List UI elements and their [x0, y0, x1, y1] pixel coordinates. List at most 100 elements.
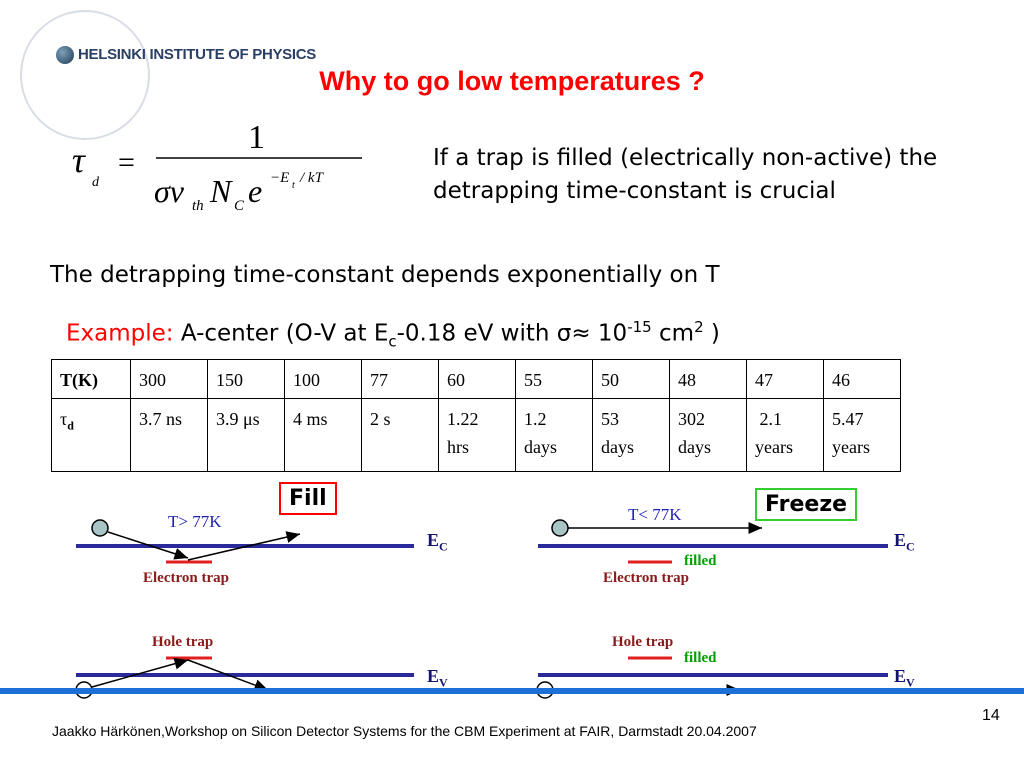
time-unit: days	[524, 437, 557, 457]
temp-cell: 48	[669, 359, 747, 399]
time-value: 2 s	[370, 409, 391, 429]
header-cell: T(K)	[51, 359, 131, 399]
left-hole-trap-label: Hole trap	[152, 634, 214, 650]
temp-cell: 150	[207, 359, 285, 399]
tau-symbol: τ	[60, 409, 68, 429]
time-value: 1.2	[524, 409, 547, 429]
time-cell: 3.9 μs	[207, 398, 285, 472]
temp-cell: 46	[823, 359, 901, 399]
logo-text: HELSINKI INSTITUTE OF PHYSICS	[78, 46, 316, 63]
tau-sub: d	[67, 418, 74, 433]
logo-icon	[56, 46, 74, 64]
svg-text:−E: −E	[270, 170, 289, 186]
example-exp: -15	[627, 318, 652, 336]
time-value: 5.47	[832, 409, 864, 429]
svg-text:t: t	[292, 180, 295, 191]
left-hole-emit-arrow	[187, 659, 269, 691]
dependency-statement: The detrapping time-constant depends exp…	[50, 262, 720, 288]
time-cell: 1.22 hrs	[438, 398, 516, 472]
temp-cell: 300	[130, 359, 208, 399]
svg-text:/ kT: / kT	[299, 170, 325, 186]
time-value: 3.9 μs	[216, 409, 260, 429]
right-electron-trap-label: Electron trap	[603, 570, 689, 586]
time-unit: days	[678, 437, 711, 457]
temp-cell: 60	[438, 359, 516, 399]
left-ec-label: EC	[427, 530, 448, 555]
temp-cell: 77	[361, 359, 439, 399]
svg-text:e: e	[248, 173, 262, 209]
time-value: 3.7 ns	[139, 409, 183, 429]
band-diagrams	[75, 519, 888, 699]
ev-symbol: E	[894, 666, 907, 686]
svg-text:C: C	[234, 198, 245, 214]
right-electron	[551, 519, 569, 537]
left-temp-label: T> 77K	[168, 512, 222, 531]
row-label-cell: τd	[51, 398, 131, 472]
time-row: τd 3.7 ns 3.9 μs 4 ms 2 s 1.22 hrs 1.2 day…	[51, 398, 901, 472]
time-cell: 302 days	[669, 398, 747, 472]
ev-sub: V	[906, 675, 915, 690]
example-line: Example: A-center (O-V at Ec-0.18 eV wit…	[66, 318, 720, 350]
example-prefix: Example:	[66, 320, 174, 347]
logo-ring	[20, 10, 150, 140]
trap-explanation: If a trap is filled (electrically non-ac…	[433, 145, 938, 204]
page-number: 14	[982, 707, 1000, 724]
temp-cell: 47	[746, 359, 824, 399]
footer-text: Jaakko Härkönen,Workshop on Silicon Dete…	[52, 723, 757, 739]
svg-text:1: 1	[248, 119, 265, 156]
temperature-row: T(K) 300 150 100 77 60 55 50 48 47 46	[51, 359, 901, 399]
freeze-label: Freeze	[755, 488, 858, 521]
left-electron	[91, 519, 109, 537]
time-value: 2.1	[755, 409, 783, 429]
ec-symbol: E	[427, 530, 440, 550]
example-exp2: 2	[694, 318, 704, 336]
left-capture-arrow	[107, 531, 189, 560]
example-text-d: )	[703, 320, 720, 347]
detrapping-table: T(K) 300 150 100 77 60 55 50 48 47 46 τd…	[51, 359, 901, 472]
ev-sub: V	[439, 675, 448, 690]
slide-title: Why to go low temperatures ?	[319, 66, 705, 96]
example-text-a: A-center (O-V at E	[180, 320, 389, 347]
example-sub-c: c	[388, 332, 397, 351]
time-cell: 1.2 days	[515, 398, 593, 472]
hole-filled-label: filled	[684, 650, 717, 666]
svg-text:=: =	[118, 146, 135, 179]
example-sigma: σ≈ 10	[556, 320, 628, 347]
fill-label: Fill	[279, 482, 337, 515]
time-value: 4 ms	[293, 409, 328, 429]
ec-sub: C	[439, 539, 448, 554]
temp-cell: 50	[592, 359, 670, 399]
time-unit: days	[601, 437, 634, 457]
svg-text:d: d	[92, 175, 100, 190]
time-cell: 5.47 years	[823, 398, 901, 472]
electron-filled-label: filled	[684, 553, 717, 569]
example-text-c: cm	[651, 320, 695, 347]
left-electron-trap-label: Electron trap	[143, 570, 229, 586]
time-cell: 4 ms	[284, 398, 362, 472]
left-emit-arrow	[187, 531, 301, 561]
time-value: 302	[678, 409, 705, 429]
left-ev-label: EV	[427, 666, 448, 691]
ec-symbol: E	[894, 530, 907, 550]
time-unit: years	[832, 437, 870, 457]
time-value: 53	[601, 409, 619, 429]
ev-symbol: E	[427, 666, 440, 686]
svg-text:th: th	[192, 198, 204, 214]
time-cell: 2 s	[361, 398, 439, 472]
right-hole-trap-label: Hole trap	[612, 634, 674, 650]
right-ec-label: EC	[894, 530, 915, 555]
ec-sub: C	[906, 539, 915, 554]
right-ev-label: EV	[894, 666, 915, 691]
example-text-b: -0.18 eV with	[396, 320, 557, 347]
time-cell: 53 days	[592, 398, 670, 472]
svg-text:σv: σv	[154, 173, 185, 209]
detrapping-formula: τ d = 1 σv th N C e −E t / kT	[72, 119, 362, 214]
temp-cell: 100	[284, 359, 362, 399]
time-unit: hrs	[447, 437, 469, 457]
time-unit: years	[755, 437, 793, 457]
temp-cell: 55	[515, 359, 593, 399]
svg-text:τ: τ	[72, 140, 86, 180]
left-hole-capture-arrow	[91, 657, 189, 688]
footer-divider	[0, 688, 1024, 694]
time-value: 1.22	[447, 409, 479, 429]
